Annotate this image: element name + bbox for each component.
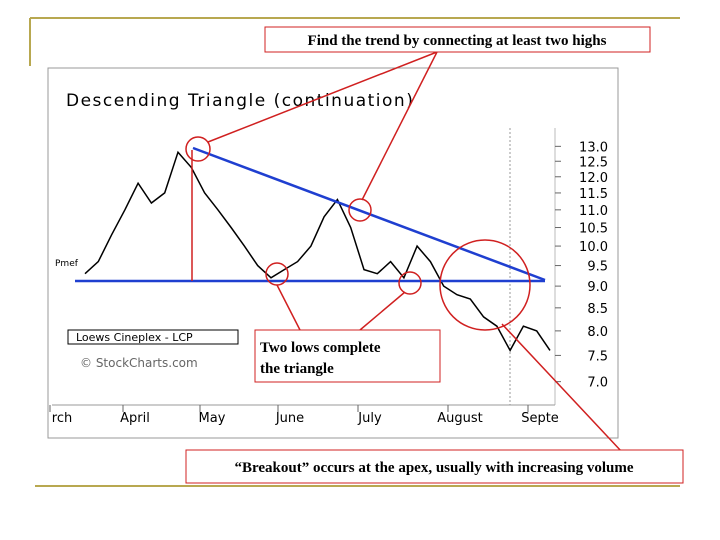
y-tick-label: 11.5	[579, 187, 608, 202]
chart-title: Descending Triangle (continuation)	[66, 91, 414, 111]
symbol-label: Loews Cineplex - LCP	[76, 331, 193, 344]
y-tick-label: 8.5	[587, 302, 608, 317]
x-tick-label: Septe	[521, 411, 559, 426]
trend-line	[192, 146, 546, 282]
y-tick-label: 10.5	[579, 222, 608, 237]
x-tick-label: June	[275, 411, 304, 426]
symbol-box	[67, 329, 239, 345]
y-tick-label: 9.0	[587, 280, 608, 295]
x-tick-label: May	[199, 411, 226, 426]
source: © StockCharts.com	[80, 356, 198, 370]
y-tick-label: 13.0	[579, 140, 608, 155]
callout-box	[264, 26, 651, 53]
callout-text: the triangle	[260, 361, 334, 377]
pointer	[361, 51, 438, 201]
marker-circle	[185, 136, 211, 162]
apex-circle	[439, 239, 531, 331]
y-tick-label: 7.0	[587, 376, 608, 391]
x-tick-label: rch	[52, 411, 72, 426]
marker-circle	[398, 271, 422, 295]
left-label: Pmef	[55, 259, 79, 269]
callout-box	[254, 329, 441, 383]
y-tick-label: 10.0	[579, 240, 608, 255]
y-tick-label: 9.5	[587, 260, 608, 275]
y-tick-label: 12.5	[579, 155, 608, 170]
marker-circle	[348, 198, 372, 222]
y-tick-label: 11.0	[579, 204, 608, 219]
pointer	[501, 323, 623, 453]
callout-text: Find the trend by connecting at least tw…	[308, 33, 607, 49]
price-line	[84, 150, 551, 352]
callout-box	[185, 449, 684, 484]
pointer	[276, 284, 301, 331]
x-tick-label: April	[120, 411, 150, 426]
x-tick-label: July	[357, 411, 382, 426]
y-tick-label: 12.0	[579, 171, 608, 186]
callout-text: Two lows complete	[260, 340, 381, 356]
callout-text: “Breakout” occurs at the apex, usually w…	[234, 460, 633, 476]
y-tick-label: 7.5	[587, 349, 608, 364]
pointer	[359, 291, 406, 331]
y-tick-label: 8.0	[587, 325, 608, 340]
pointer	[207, 51, 438, 143]
x-tick-label: August	[437, 411, 483, 426]
